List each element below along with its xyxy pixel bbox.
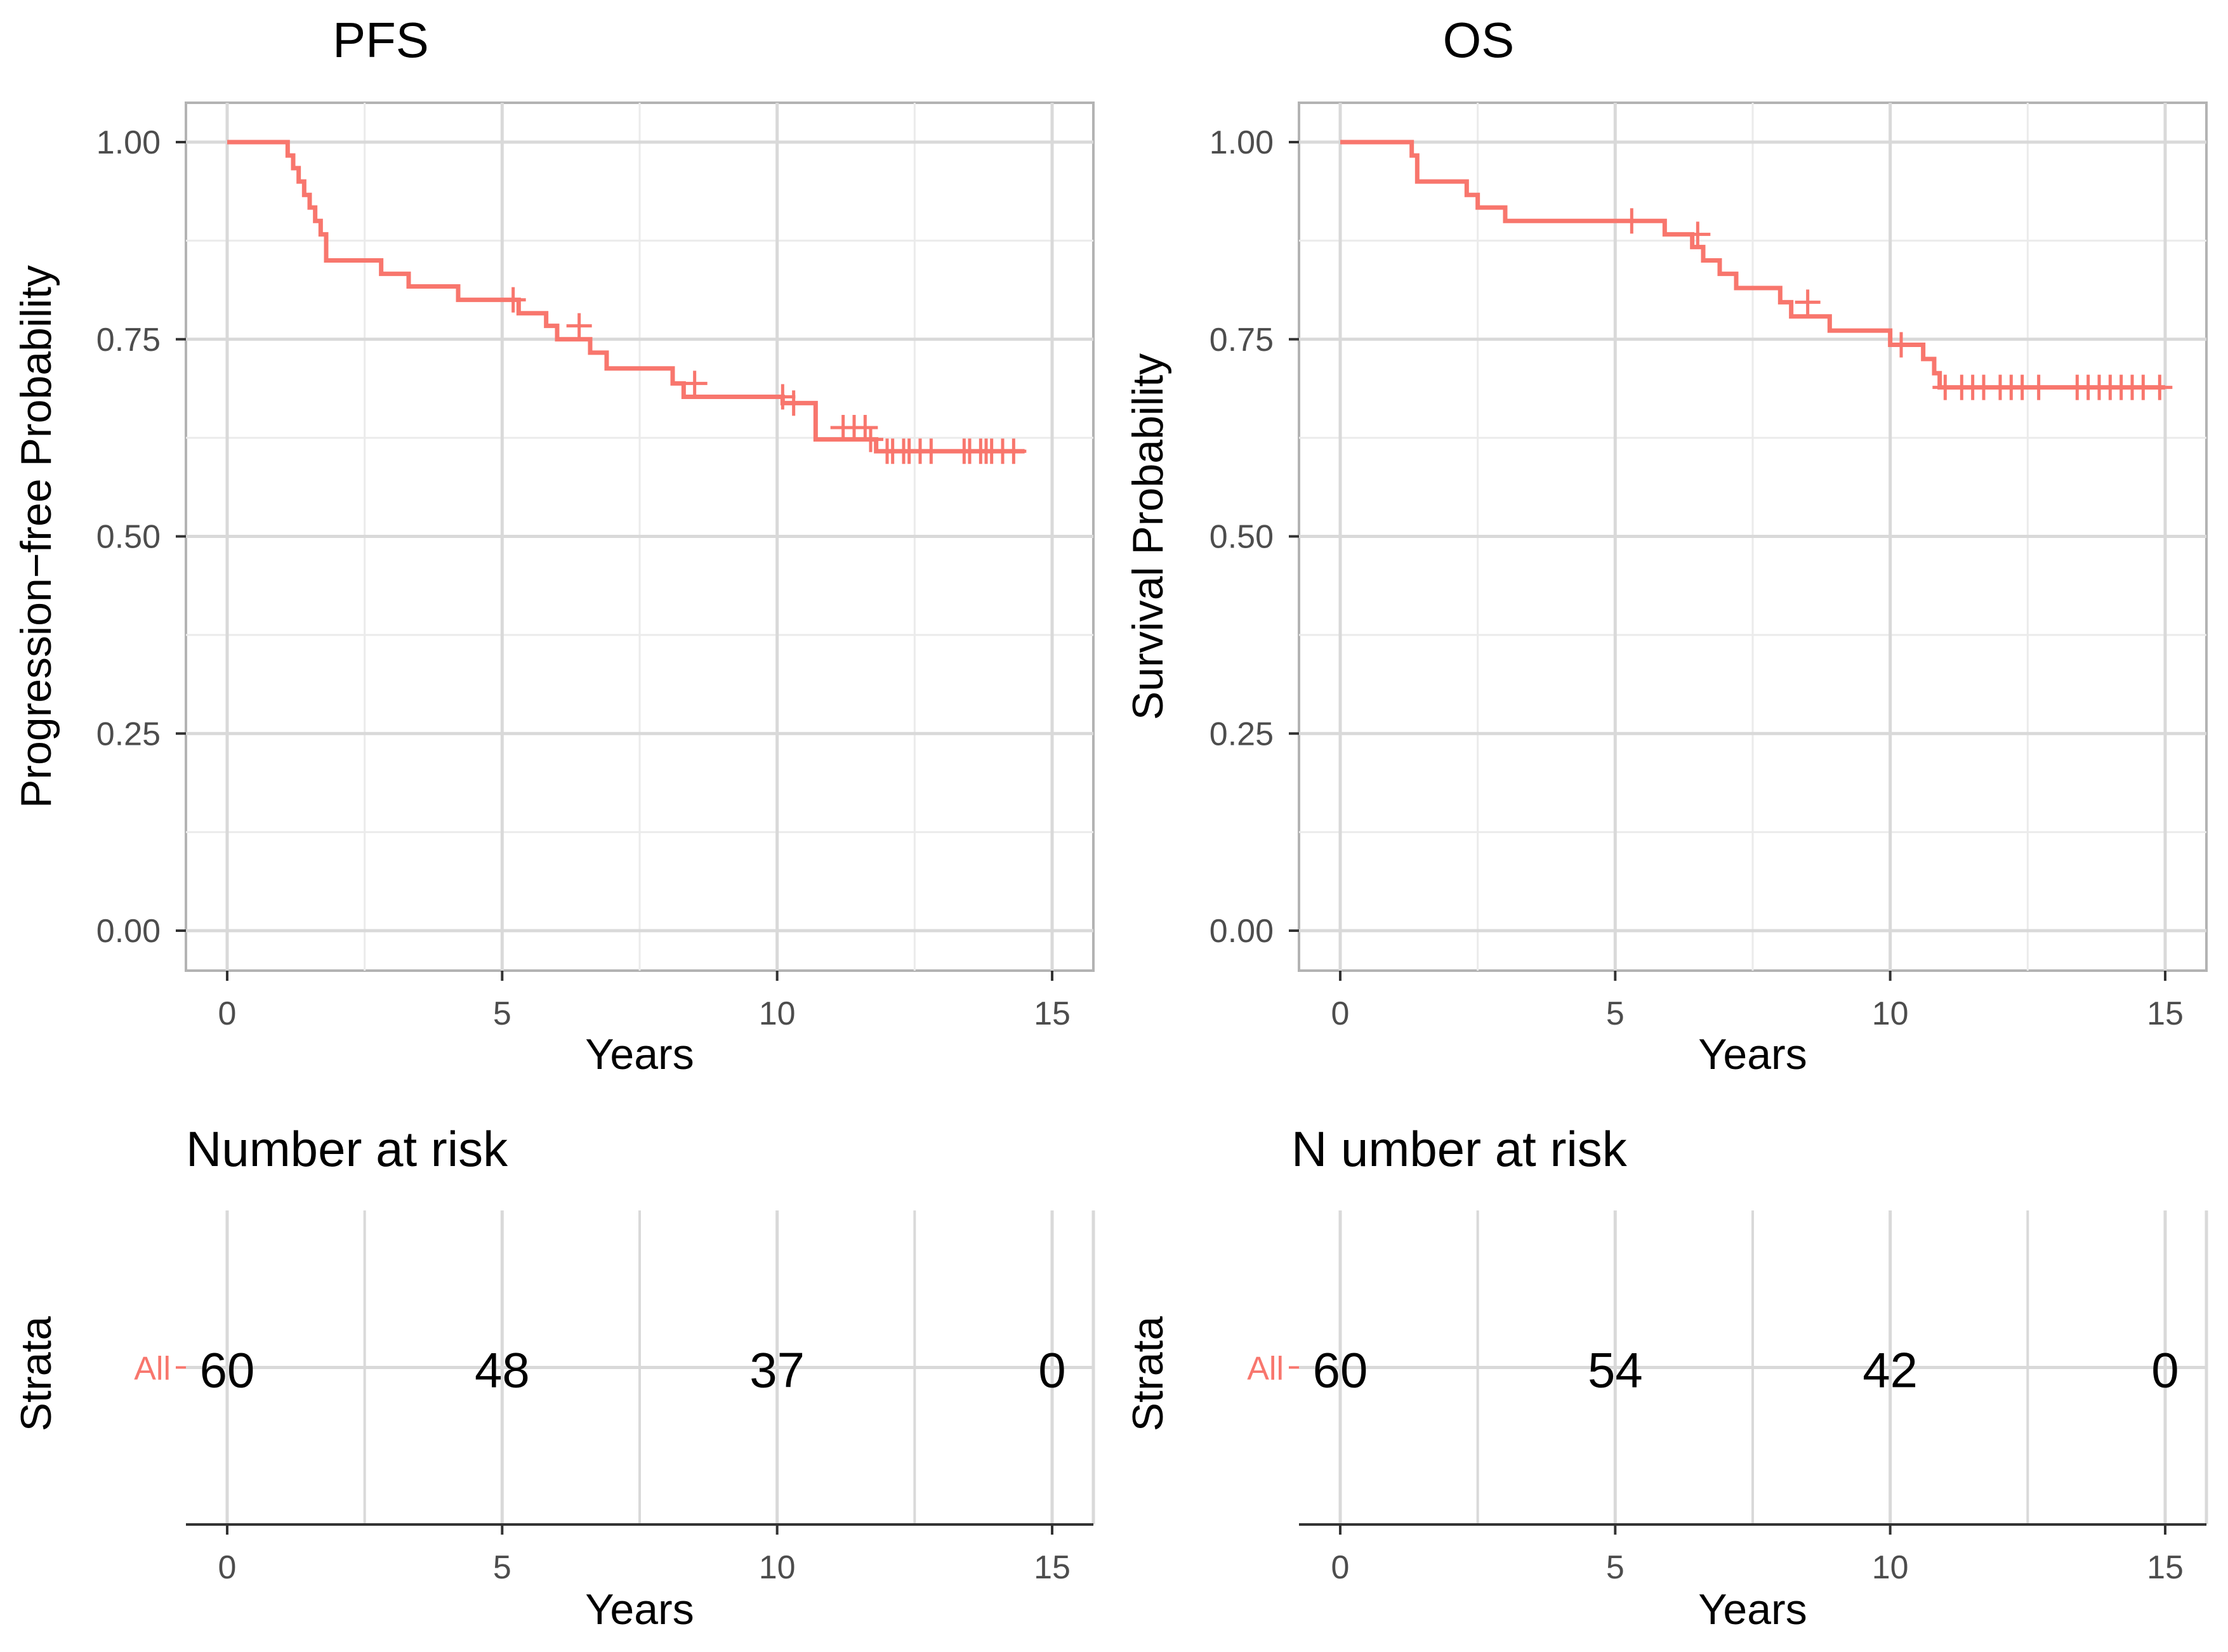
- pfs-x-tick-label: 15: [1034, 995, 1071, 1032]
- pfs-y-tick-label: 1.00: [96, 124, 161, 161]
- os-risk-risk-value: 42: [1862, 1342, 1918, 1398]
- os-y-tick-label: 0.00: [1210, 913, 1274, 950]
- os-y-tick-label: 1.00: [1210, 124, 1274, 161]
- pfs-risk-x-tick-label: 0: [218, 1549, 237, 1586]
- pfs-censor-mark: [1001, 438, 1027, 464]
- os-censor-mark: [1619, 208, 1645, 234]
- os-risk-x-tick-label: 5: [1606, 1549, 1625, 1586]
- os-y-tick-label: 0.50: [1210, 519, 1274, 556]
- os-censor-mark: [1889, 332, 1914, 358]
- pfs-risk-risk-value: 0: [1038, 1342, 1065, 1398]
- pfs-y-tick-label: 0.25: [96, 716, 161, 752]
- pfs-risk-risk-value: 37: [749, 1342, 805, 1398]
- os-risk-risk-value: 0: [2151, 1342, 2179, 1398]
- os-x-axis-label: Years: [1698, 1030, 1807, 1078]
- os-risk-strata-label: All: [1247, 1351, 1284, 1387]
- pfs-risk-x-tick-label: 15: [1034, 1549, 1071, 1586]
- os-risk-risk-value: 60: [1313, 1342, 1368, 1398]
- pfs-risk-strata-label: All: [134, 1351, 171, 1387]
- pfs-censor-mark: [770, 384, 796, 410]
- pfs-risk-title: Number at risk: [186, 1121, 508, 1177]
- pfs-y-tick-label: 0.50: [96, 519, 161, 556]
- pfs-censor-mark: [500, 287, 526, 313]
- pfs-x-tick-label: 10: [759, 995, 796, 1032]
- pfs-x-tick-label: 0: [218, 995, 237, 1032]
- os-censor-mark: [1795, 289, 1821, 315]
- pfs-y-axis-label: Progression−free Probability: [12, 265, 60, 808]
- os-censor-mark: [2026, 374, 2052, 400]
- os-x-tick-label: 10: [1872, 995, 1909, 1032]
- os-y-axis-label: Survival Probability: [1124, 353, 1172, 720]
- pfs-x-axis-label: Years: [585, 1030, 694, 1078]
- os-series-line: [1340, 140, 2165, 390]
- pfs-risk-y-axis-label: Strata: [12, 1316, 60, 1432]
- os-risk-panel: 0 5 10 15 All 60 54 42 0 N umber at risk Years Stra…: [1124, 1121, 2208, 1634]
- os-censor-mark: [2147, 374, 2173, 400]
- pfs-censor-mark: [858, 426, 883, 452]
- pfs-y-tick-label: 0.00: [96, 913, 161, 950]
- pfs-risk-panel: 0 5 10 15 All 60 48 37 0 Number at risk Years Strat…: [12, 1121, 1095, 1634]
- pfs-censor-mark: [682, 370, 708, 397]
- pfs-title: PFS: [333, 12, 429, 68]
- pfs-censor-mark: [918, 438, 944, 464]
- os-panel: 0 5 10 15 0.00 0.25 0.50 0.75 1.00 OS Years Surviva…: [1124, 12, 2208, 1078]
- os-censor-mark: [1685, 221, 1711, 247]
- os-x-tick-label: 0: [1331, 995, 1350, 1032]
- pfs-censor-mark: [852, 414, 878, 440]
- os-risk-title: N umber at risk: [1291, 1121, 1628, 1177]
- os-risk-x-tick-label: 0: [1331, 1549, 1350, 1586]
- os-risk-y-axis-label: Strata: [1124, 1316, 1172, 1432]
- pfs-censor-mark: [566, 313, 592, 339]
- os-risk-x-axis-label: Years: [1698, 1585, 1807, 1634]
- pfs-panel: 0 5 10 15 0.00 0.25 0.50 0.75 1.00 PFS Years Progre…: [12, 12, 1095, 1078]
- pfs-risk-risk-value: 60: [200, 1342, 255, 1398]
- os-risk-x-tick-label: 10: [1872, 1549, 1909, 1586]
- pfs-censor-mark: [781, 390, 807, 416]
- os-x-tick-label: 5: [1606, 995, 1625, 1032]
- os-risk-x-tick-label: 15: [2147, 1549, 2184, 1586]
- os-title: OS: [1443, 12, 1515, 68]
- pfs-y-tick-label: 0.75: [96, 322, 161, 358]
- pfs-risk-x-tick-label: 5: [493, 1549, 511, 1586]
- os-y-tick-label: 0.75: [1210, 322, 1274, 358]
- os-risk-risk-value: 54: [1588, 1342, 1643, 1398]
- pfs-risk-x-tick-label: 10: [759, 1549, 796, 1586]
- os-y-tick-label: 0.25: [1210, 716, 1274, 752]
- pfs-series-line: [227, 140, 1025, 454]
- os-x-tick-label: 15: [2147, 995, 2184, 1032]
- pfs-x-tick-label: 5: [493, 995, 511, 1032]
- pfs-risk-risk-value: 48: [475, 1342, 530, 1398]
- pfs-risk-x-axis-label: Years: [585, 1585, 694, 1634]
